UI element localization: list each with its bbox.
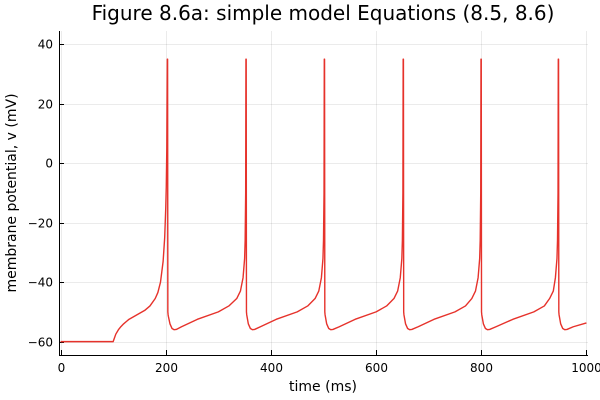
x-tick-label: 200 — [155, 361, 178, 375]
x-tick-label: 1000 — [571, 361, 600, 375]
x-tick-label: 800 — [470, 361, 493, 375]
x-tick-label: 400 — [260, 361, 283, 375]
y-tick-label: −40 — [28, 276, 53, 290]
membrane-potential-line — [60, 58, 587, 343]
y-tick-label: −20 — [28, 217, 53, 231]
series — [60, 58, 587, 343]
x-tick-label: 600 — [365, 361, 388, 375]
y-tick-label: 40 — [38, 38, 53, 52]
y-tick-label: −60 — [28, 336, 53, 350]
y-axis-label: membrane potential, v (mV) — [4, 93, 20, 292]
axes — [59, 31, 588, 356]
y-tick-label: 0 — [45, 157, 53, 171]
x-tick-label: 0 — [58, 361, 66, 375]
x-ticks: 0 200 400 600 800 1000 — [58, 350, 600, 375]
x-axis-label: time (ms) — [289, 379, 357, 395]
y-ticks: −60 −40 −20 0 20 40 — [28, 38, 64, 350]
chart-title: Figure 8.6a: simple model Equations (8.5… — [92, 1, 555, 25]
y-tick-label: 20 — [38, 98, 53, 112]
